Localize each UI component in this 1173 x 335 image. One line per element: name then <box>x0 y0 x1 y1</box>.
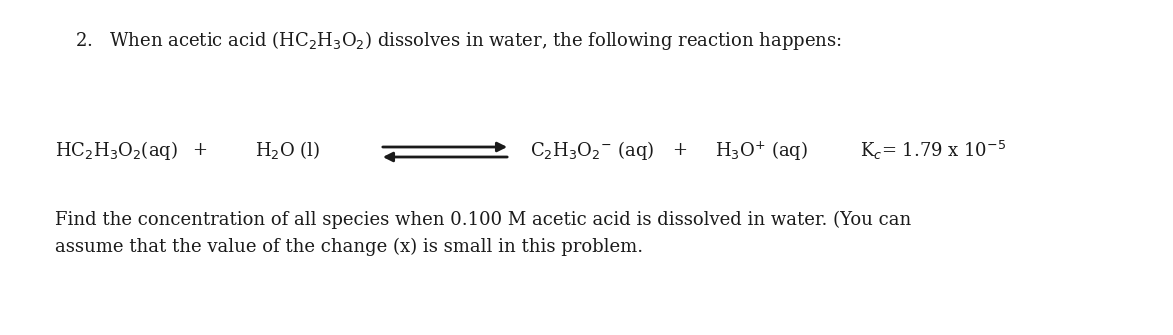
Text: Find the concentration of all species when 0.100 M acetic acid is dissolved in w: Find the concentration of all species wh… <box>55 211 911 229</box>
Text: assume that the value of the change (x) is small in this problem.: assume that the value of the change (x) … <box>55 238 643 256</box>
Text: HC$_2$H$_3$O$_2$(aq): HC$_2$H$_3$O$_2$(aq) <box>55 138 178 161</box>
Text: 2.   When acetic acid (HC$_2$H$_3$O$_2$) dissolves in water, the following react: 2. When acetic acid (HC$_2$H$_3$O$_2$) d… <box>75 28 842 52</box>
Text: +: + <box>672 141 687 159</box>
Text: K$_c$= 1.79 x 10$^{-5}$: K$_c$= 1.79 x 10$^{-5}$ <box>860 138 1006 161</box>
Text: H$_2$O (l): H$_2$O (l) <box>255 139 320 161</box>
Text: H$_3$O$^{+}$ (aq): H$_3$O$^{+}$ (aq) <box>716 138 808 161</box>
Text: C$_2$H$_3$O$_2$$^{-}$ (aq): C$_2$H$_3$O$_2$$^{-}$ (aq) <box>530 138 655 161</box>
Text: +: + <box>192 141 208 159</box>
